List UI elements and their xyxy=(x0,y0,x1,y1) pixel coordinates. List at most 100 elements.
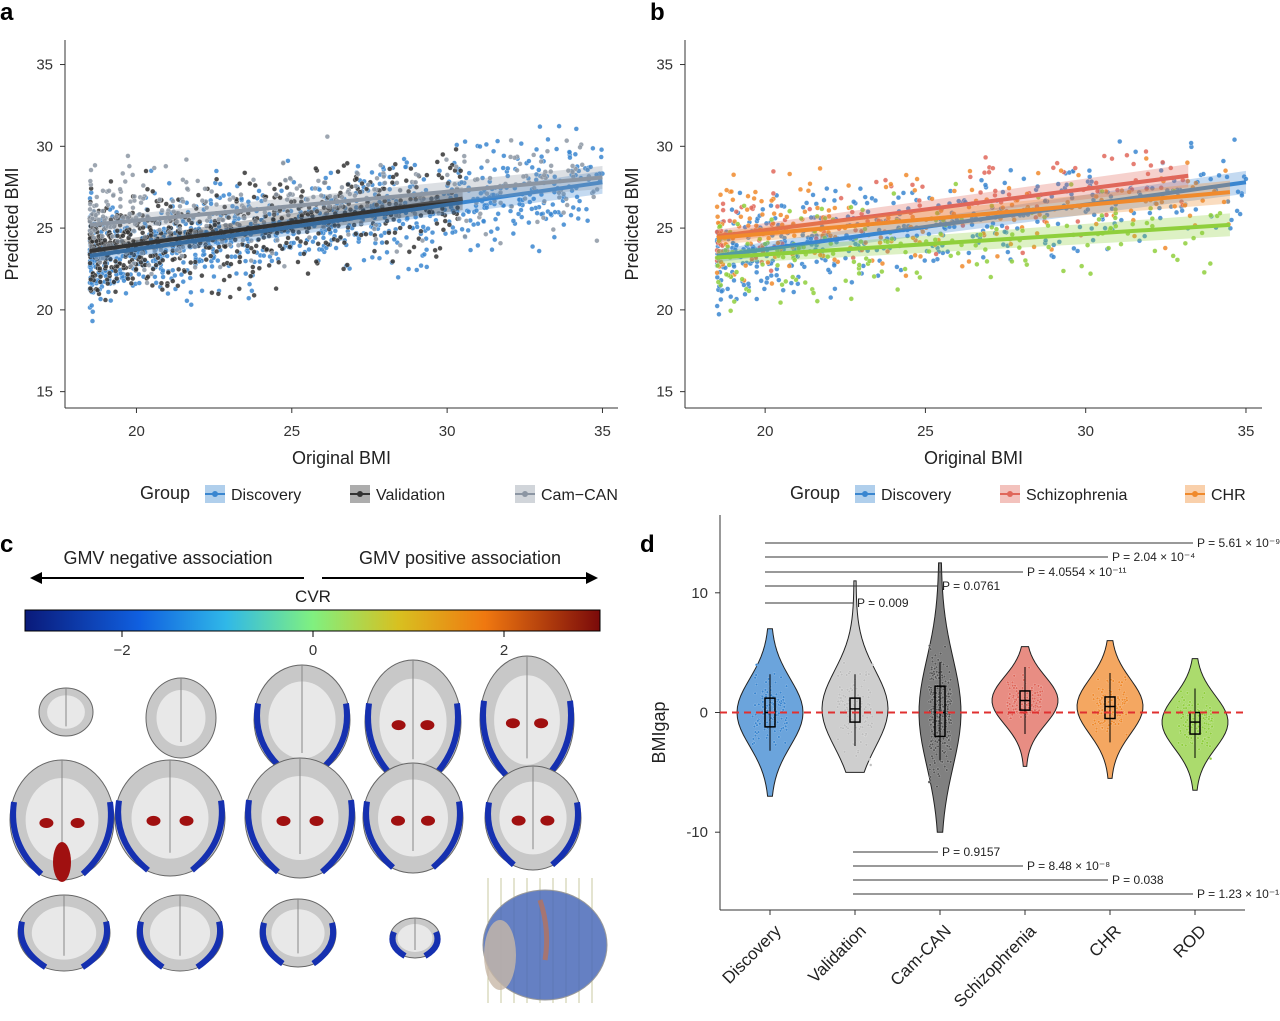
jitter-point xyxy=(864,719,868,723)
data-point xyxy=(146,262,152,268)
jitter-point xyxy=(1205,704,1209,708)
panel-label-b: b xyxy=(650,0,665,26)
data-point xyxy=(148,227,154,233)
jitter-point xyxy=(860,685,863,688)
data-point xyxy=(335,169,341,175)
data-point xyxy=(990,165,996,171)
jitter-point xyxy=(781,708,785,712)
jitter-point xyxy=(1013,684,1017,688)
jitter-point xyxy=(755,723,759,727)
data-point xyxy=(429,239,435,245)
red-cluster xyxy=(309,816,324,826)
data-point xyxy=(1157,215,1163,221)
data-point xyxy=(418,213,424,219)
jitter-point xyxy=(947,738,951,742)
data-point xyxy=(1131,161,1137,167)
jitter-point xyxy=(1207,717,1211,721)
data-point xyxy=(526,158,532,164)
data-point xyxy=(787,171,793,177)
jitter-point xyxy=(761,700,765,704)
brain-3d-render xyxy=(482,878,608,1003)
jitter-point xyxy=(869,707,873,711)
data-point xyxy=(255,236,262,243)
jitter-point xyxy=(943,741,947,745)
data-point xyxy=(384,218,390,224)
jitter-point xyxy=(1125,696,1129,700)
jitter-point xyxy=(871,663,874,667)
jitter-point xyxy=(1007,696,1011,700)
jitter-point xyxy=(855,700,859,703)
data-point xyxy=(391,216,397,223)
colorbar-tick-label: 2 xyxy=(500,642,508,659)
data-point xyxy=(494,226,501,232)
data-point xyxy=(420,224,426,230)
jitter-point xyxy=(947,692,951,696)
jitter-point xyxy=(785,728,788,732)
data-point xyxy=(945,249,951,255)
jitter-point xyxy=(785,716,788,720)
data-point xyxy=(436,172,442,178)
jitter-point xyxy=(1032,700,1036,703)
jitter-point xyxy=(757,730,760,734)
data-point xyxy=(144,280,150,286)
data-point xyxy=(316,187,323,193)
data-point xyxy=(413,184,419,190)
jitter-point xyxy=(842,694,845,698)
data-point xyxy=(594,186,600,192)
jitter-point xyxy=(1191,717,1195,721)
jitter-point xyxy=(1093,719,1096,722)
jitter-point xyxy=(1038,700,1042,704)
data-point xyxy=(105,202,111,208)
data-point xyxy=(548,163,554,169)
data-point xyxy=(1075,218,1081,225)
jitter-point xyxy=(837,702,841,706)
data-point xyxy=(105,281,111,287)
data-point xyxy=(735,221,741,227)
jitter-point xyxy=(865,716,869,719)
data-point xyxy=(414,267,420,273)
jitter-point xyxy=(941,676,944,679)
data-point xyxy=(831,262,837,268)
jitter-point xyxy=(931,742,934,746)
jitter-point xyxy=(1006,704,1009,708)
red-cluster xyxy=(391,815,405,826)
x-axis-label: Original BMI xyxy=(924,448,1023,468)
data-point xyxy=(90,309,96,315)
jitter-point xyxy=(838,693,841,696)
jitter-point xyxy=(782,695,786,699)
data-point xyxy=(321,224,327,231)
data-point xyxy=(240,237,246,243)
jitter-point xyxy=(867,672,871,676)
data-point xyxy=(403,234,410,240)
data-point xyxy=(153,280,159,286)
data-point xyxy=(955,250,961,256)
data-point xyxy=(529,164,535,170)
jitter-point xyxy=(942,737,945,741)
legend-title: Group xyxy=(790,483,840,503)
data-point xyxy=(473,208,479,214)
data-point xyxy=(769,281,775,287)
data-point xyxy=(725,286,731,292)
data-point xyxy=(462,233,468,239)
panel-label-d: d xyxy=(640,531,655,558)
data-point xyxy=(784,214,790,220)
brain-slice xyxy=(38,687,94,737)
jitter-point xyxy=(755,663,759,667)
jitter-point xyxy=(869,763,873,767)
data-point xyxy=(149,282,155,289)
data-point xyxy=(208,201,214,207)
data-point xyxy=(262,197,268,203)
data-point xyxy=(480,175,486,181)
p-value-label: P = 4.0554 × 10⁻¹¹ xyxy=(1027,565,1127,579)
jitter-point xyxy=(947,715,951,718)
jitter-point xyxy=(1098,722,1102,725)
data-point xyxy=(914,176,920,182)
data-point xyxy=(296,229,302,235)
data-point xyxy=(1207,261,1213,267)
data-point xyxy=(966,250,972,256)
data-point xyxy=(741,203,747,209)
jitter-point xyxy=(1209,757,1213,761)
jitter-point xyxy=(1177,741,1180,745)
data-point xyxy=(1174,257,1180,263)
data-point xyxy=(556,123,562,129)
